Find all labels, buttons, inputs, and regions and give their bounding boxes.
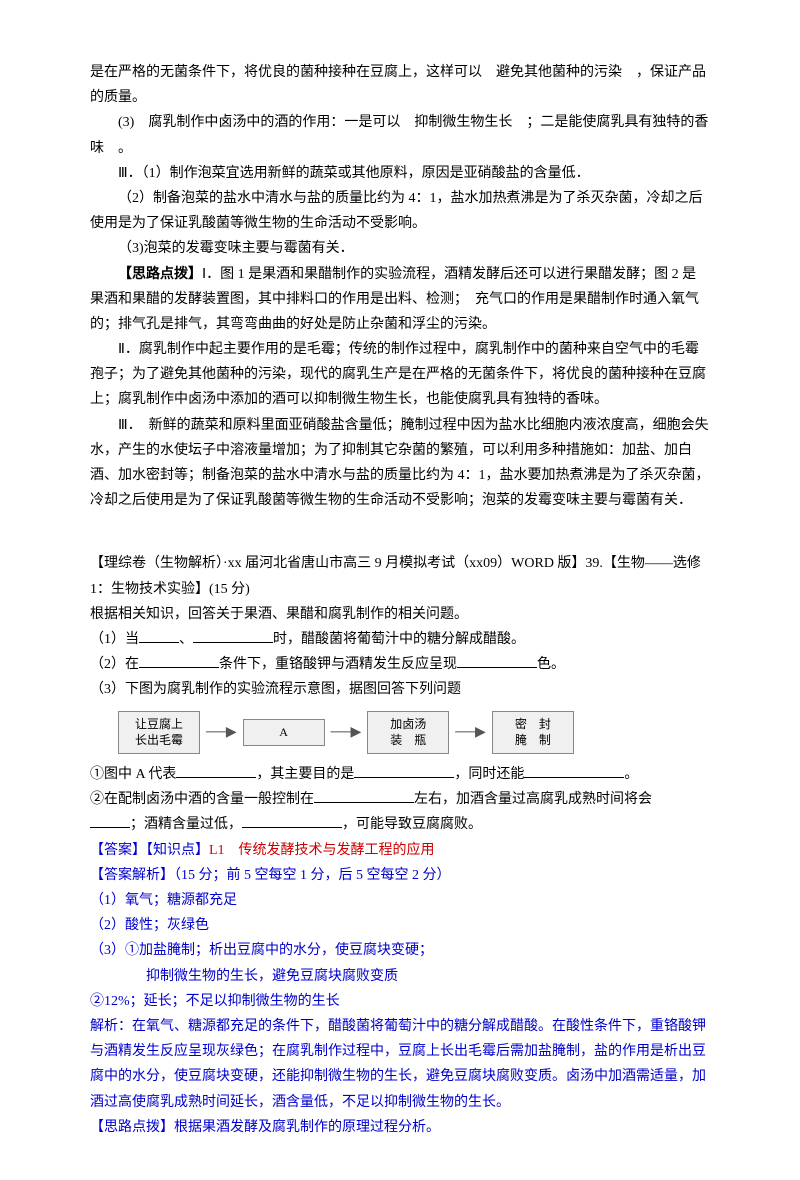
text: 时，醋酸菌将葡萄汁中的糖分解成醋酸。 bbox=[273, 632, 525, 647]
answer-1: （1）氧气；糖源都充足 bbox=[90, 888, 710, 913]
text: 条件下，重铬酸钾与酒精发生反应呈现 bbox=[219, 657, 457, 672]
text: 【答案】【知识点】 bbox=[90, 843, 209, 858]
blank bbox=[354, 763, 454, 778]
text: ，可能导致豆腐腐败。 bbox=[342, 817, 482, 832]
blank bbox=[524, 763, 624, 778]
flow-box-4: 密 封腌 制 bbox=[492, 711, 574, 755]
flow-box-3: 加卤汤装 瓶 bbox=[367, 711, 449, 755]
text: （2）在 bbox=[90, 657, 139, 672]
blank bbox=[193, 628, 273, 643]
text: ，同时还能 bbox=[454, 767, 524, 782]
explanation-label: 【答案解析】（15 分；前 5 空每空 1 分，后 5 空每空 2 分） bbox=[90, 863, 710, 888]
text: 。 bbox=[624, 767, 638, 782]
blank bbox=[139, 653, 219, 668]
knowledge-point: L1 传统发酵技术与发酵工程的应用 bbox=[209, 843, 435, 858]
question-3: （3）下图为腐乳制作的实验流程示意图，据图回答下列问题 bbox=[90, 677, 710, 702]
source-line: 【理综卷（生物解析）·xx 届河北省唐山市高三 9 月模拟考试（xx09）WOR… bbox=[90, 551, 710, 601]
answer-3-1b: 抑制微生物的生长，避免豆腐块腐败变质 bbox=[90, 964, 710, 989]
blank bbox=[314, 788, 414, 803]
blank bbox=[139, 628, 179, 643]
document-page: 是在严格的无菌条件下，将优良的菌种接种在豆腐上，这样可以 避免其他菌种的污染 ，… bbox=[0, 0, 800, 1180]
question-stem: 根据相关知识，回答关于果酒、果醋和腐乳制作的相关问题。 bbox=[90, 602, 710, 627]
hint-body: 根据果酒发酵及腐乳制作的原理过程分析。 bbox=[174, 1120, 440, 1135]
hint: 【思路点拨】根据果酒发酵及腐乳制作的原理过程分析。 bbox=[90, 1115, 710, 1140]
text: ②在配制卤汤中酒的含量一般控制在 bbox=[90, 792, 314, 807]
answer-3-1: （3）①加盐腌制；析出豆腐中的水分，使豆腐块变硬； bbox=[90, 938, 710, 963]
answer-2: （2）酸性；灰绿色 bbox=[90, 913, 710, 938]
flow-arrow: ──▶ bbox=[206, 720, 237, 745]
paragraph: （3)泡菜的发霉变味主要与霉菌有关． bbox=[90, 236, 710, 261]
explanation-body: 解析：在氧气、糖源都充足的条件下，醋酸菌将葡萄汁中的糖分解成醋酸。在酸性条件下，… bbox=[90, 1014, 710, 1115]
paragraph: Ⅲ． 新鲜的蔬菜和原料里面亚硝酸盐含量低；腌制过程中因为盐水比细胞内液浓度高，细… bbox=[90, 413, 710, 514]
text: 左右，加酒含量过高腐乳成熟时间将会 bbox=[414, 792, 652, 807]
paragraph: 【思路点拨】Ⅰ．图 1 是果酒和果醋制作的实验流程，酒精发酵后还可以进行果醋发酵… bbox=[90, 262, 710, 338]
paragraph: （2）制备泡菜的盐水中清水与盐的质量比约为 4：1，盐水加热煮沸是为了杀灭杂菌，… bbox=[90, 186, 710, 236]
question-3-2b: ；酒精含量过低， ，可能导致豆腐腐败。 bbox=[90, 812, 710, 837]
spacer bbox=[90, 513, 710, 537]
text: ，其主要目的是 bbox=[256, 767, 354, 782]
text: ；酒精含量过低， bbox=[130, 817, 242, 832]
text: ①图中 A 代表 bbox=[90, 767, 176, 782]
flow-diagram: 让豆腐上长出毛霉 ──▶ A ──▶ 加卤汤装 瓶 ──▶ 密 封腌 制 bbox=[118, 711, 710, 755]
text: 、 bbox=[179, 632, 193, 647]
question-3-2: ②在配制卤汤中酒的含量一般控制在 左右，加酒含量过高腐乳成熟时间将会 bbox=[90, 787, 710, 812]
paragraph: (3) 腐乳制作中卤汤中的酒的作用：一是可以 抑制微生物生长 ；二是能使腐乳具有… bbox=[90, 110, 710, 160]
text: （1）当 bbox=[90, 632, 139, 647]
question-1: （1）当 、 时，醋酸菌将葡萄汁中的糖分解成醋酸。 bbox=[90, 627, 710, 652]
question-3-1: ①图中 A 代表 ，其主要目的是 ，同时还能 。 bbox=[90, 762, 710, 787]
flow-arrow: ──▶ bbox=[455, 720, 486, 745]
bold-label: 【思路点拨】 bbox=[118, 267, 202, 282]
blank bbox=[457, 653, 537, 668]
blank bbox=[90, 813, 130, 828]
flow-box-2: A bbox=[243, 719, 325, 746]
paragraph: Ⅱ．腐乳制作中起主要作用的是毛霉；传统的制作过程中，腐乳制作中的菌种来自空气中的… bbox=[90, 337, 710, 413]
paragraph: Ⅲ．（1）制作泡菜宜选用新鲜的蔬菜或其他原料，原因是亚硝酸盐的含量低． bbox=[90, 161, 710, 186]
hint-label: 【思路点拨】 bbox=[90, 1120, 174, 1135]
flow-box-1: 让豆腐上长出毛霉 bbox=[118, 711, 200, 755]
flow-arrow: ──▶ bbox=[331, 720, 362, 745]
answer-3-2: ②12%；延长；不足以抑制微生物的生长 bbox=[90, 989, 710, 1014]
spacer bbox=[90, 537, 710, 551]
text: 色。 bbox=[537, 657, 565, 672]
paragraph: 是在严格的无菌条件下，将优良的菌种接种在豆腐上，这样可以 避免其他菌种的污染 ，… bbox=[90, 60, 710, 110]
question-2: （2）在 条件下，重铬酸钾与酒精发生反应呈现 色。 bbox=[90, 652, 710, 677]
answer-label: 【答案】【知识点】L1 传统发酵技术与发酵工程的应用 bbox=[90, 838, 710, 863]
blank bbox=[242, 813, 342, 828]
blank bbox=[176, 763, 256, 778]
